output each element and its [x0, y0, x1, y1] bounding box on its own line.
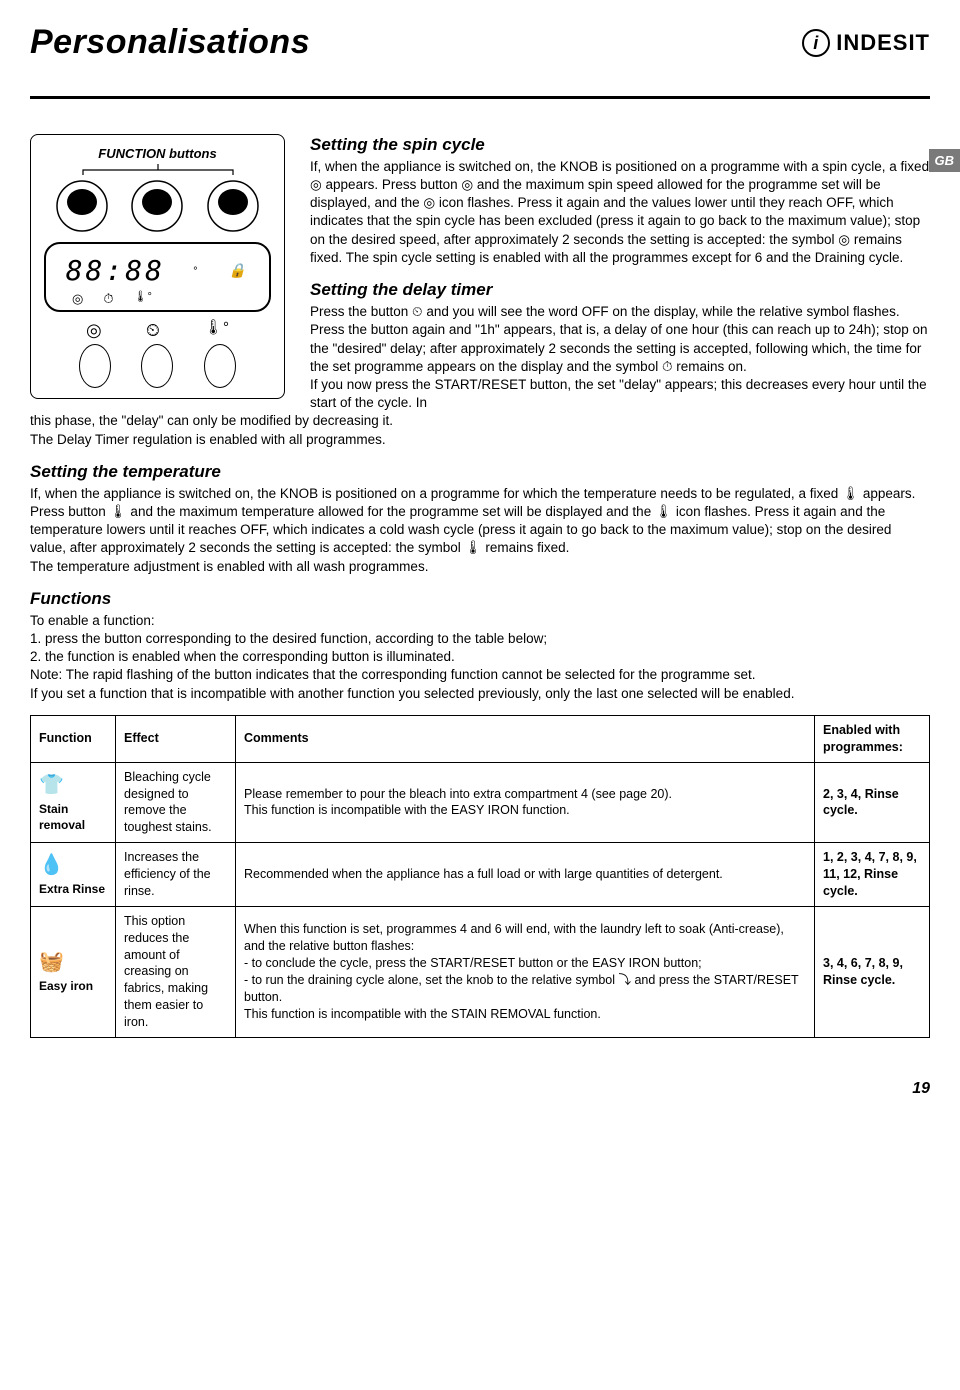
func-row-effect: Increases the efficiency of the rinse.	[116, 843, 236, 907]
lock-icon: 🔒	[229, 262, 249, 281]
func-row-effect: Bleaching cycle designed to remove the t…	[116, 762, 236, 843]
knob-icon	[56, 180, 108, 232]
func-row-enabled: 1, 2, 3, 4, 7, 8, 9, 11, 12, Rinse cycle…	[815, 843, 930, 907]
brand-logo: i INDESIT	[802, 28, 930, 58]
func-cell: 👕 Stain removal	[31, 762, 116, 843]
delay-paragraph-bottom: this phase, the "delay" can only be modi…	[30, 412, 930, 448]
control-panel-figure: FUNCTION buttons 88:88 ° 🔒 ◎ ⏱	[30, 134, 285, 399]
func-row-enabled: 2, 3, 4, Rinse cycle.	[815, 762, 930, 843]
func-row-icon: 🧺	[39, 949, 107, 976]
logo-i-icon: i	[802, 29, 830, 57]
func-row-comments: Recommended when the appliance has a ful…	[236, 843, 815, 907]
temp-small-icon: 🌡°	[133, 290, 151, 308]
func-cell: 💧 Extra Rinse	[31, 843, 116, 907]
delay-row-icon: ⏲	[146, 318, 160, 342]
language-badge: GB	[929, 149, 960, 173]
header-divider	[30, 96, 930, 99]
functions-intro: To enable a function: 1. press the butto…	[30, 612, 930, 703]
func-row-comments: Please remember to pour the bleach into …	[236, 762, 815, 843]
oval-button	[204, 344, 236, 388]
temp-row-icon: 🌡°	[204, 318, 229, 342]
th-comments: Comments	[236, 715, 815, 762]
functions-table: Function Effect Comments Enabled with pr…	[30, 715, 930, 1038]
page-title: Personalisations	[30, 20, 310, 66]
temp-heading: Setting the temperature	[30, 461, 930, 484]
func-row-name: Stain removal	[39, 802, 85, 832]
spin-row-icon: ◎	[86, 318, 102, 342]
display-unit: 88:88 ° 🔒 ◎ ⏱ 🌡°	[44, 242, 271, 311]
th-function: Function	[31, 715, 116, 762]
table-row: 👕 Stain removal Bleaching cycle designed t…	[31, 762, 930, 843]
functions-heading: Functions	[30, 588, 930, 611]
knob-icon	[207, 180, 259, 232]
func-row-name: Easy iron	[39, 979, 93, 993]
logo-text: INDESIT	[836, 28, 930, 58]
function-buttons-label: FUNCTION buttons	[39, 145, 276, 163]
oval-button	[79, 344, 111, 388]
spin-small-icon: ◎	[72, 290, 83, 308]
table-row: 🧺 Easy iron This option reduces the amount…	[31, 906, 930, 1037]
func-row-icon: 💧	[39, 852, 107, 879]
func-cell: 🧺 Easy iron	[31, 906, 116, 1037]
func-row-effect: This option reduces the amount of creasi…	[116, 906, 236, 1037]
knob-icon	[131, 180, 183, 232]
display-digits: 88:88	[66, 252, 165, 290]
th-enabled: Enabled with programmes:	[815, 715, 930, 762]
func-row-name: Extra Rinse	[39, 882, 105, 896]
func-row-icon: 👕	[39, 772, 107, 799]
oval-button	[141, 344, 173, 388]
temp-paragraph: If, when the appliance is switched on, t…	[30, 485, 930, 576]
table-row: 💧 Extra Rinse Increases the efficiency of …	[31, 843, 930, 907]
page-number: 19	[30, 1078, 930, 1100]
bracket-diagram	[39, 164, 276, 176]
th-effect: Effect	[116, 715, 236, 762]
func-row-comments: When this function is set, programmes 4 …	[236, 906, 815, 1037]
func-row-enabled: 3, 4, 6, 7, 8, 9, Rinse cycle.	[815, 906, 930, 1037]
clock-small-icon: ⏱	[103, 290, 113, 308]
